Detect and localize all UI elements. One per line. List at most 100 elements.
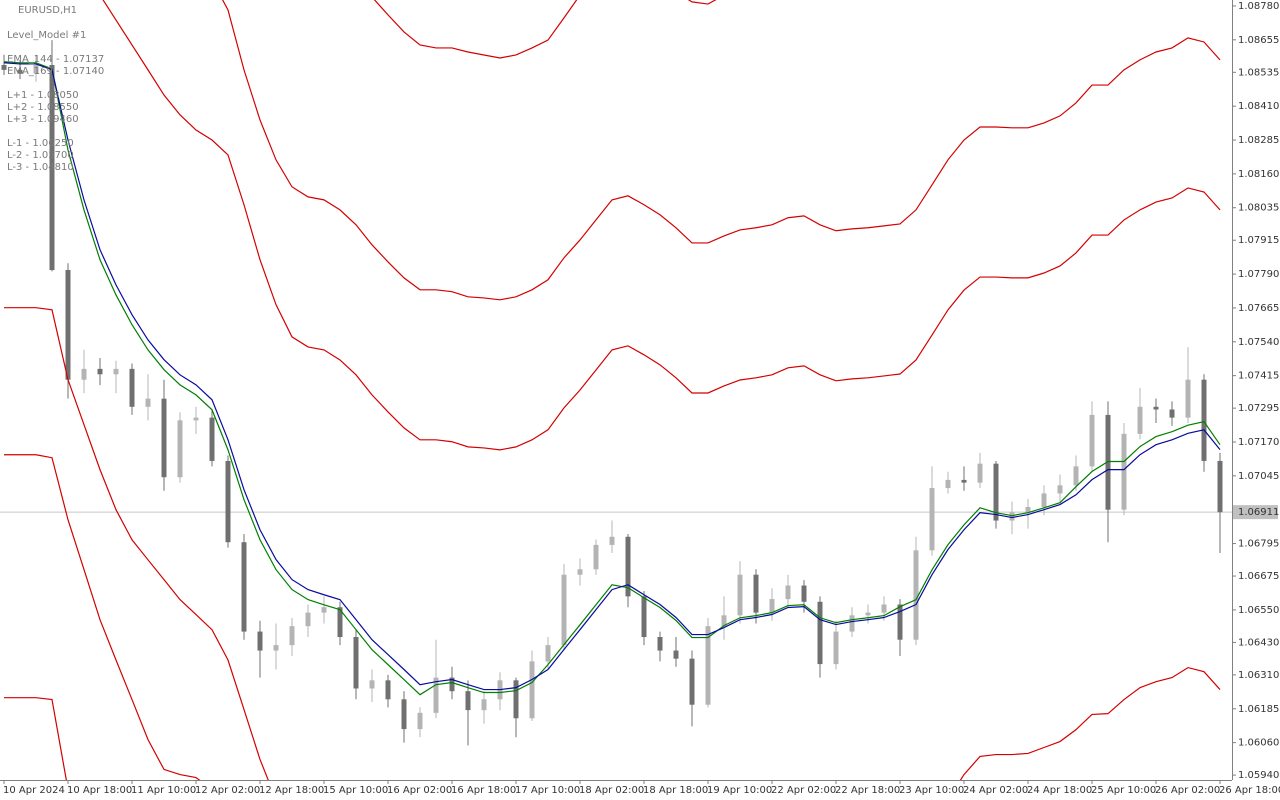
candle-body	[273, 645, 279, 651]
y-tick-label: 1.07540	[1238, 337, 1279, 348]
candle-body	[721, 615, 727, 627]
candle-body	[673, 650, 679, 659]
y-tick-label: 1.06795	[1238, 539, 1279, 550]
candle-body	[241, 542, 247, 632]
candle-body	[33, 65, 39, 74]
candle-body	[593, 544, 599, 570]
x-tick-label: 23 Apr 10:00	[899, 785, 964, 796]
x-tick-label: 15 Apr 10:00	[323, 785, 388, 796]
y-tick-label: 1.08655	[1238, 35, 1279, 46]
x-tick-label: 24 Apr 18:00	[1027, 785, 1092, 796]
indicator-line	[4, 307, 1221, 780]
x-tick-label: 11 Apr 10:00	[131, 785, 196, 796]
candle-body	[289, 626, 295, 646]
candle-body	[97, 368, 103, 375]
last-price-box	[1233, 505, 1278, 520]
candle-body	[129, 368, 135, 407]
candle-body	[465, 691, 471, 711]
candle-body	[513, 680, 519, 719]
candle-body	[737, 574, 743, 616]
y-tick-label: 1.07665	[1238, 303, 1279, 314]
candle-body	[609, 536, 615, 545]
candle-body	[1089, 414, 1095, 467]
candle-body	[977, 463, 983, 483]
candle-body	[337, 607, 343, 637]
y-tick-label: 1.08535	[1238, 67, 1279, 78]
candle-body	[1153, 406, 1159, 410]
candle-body	[401, 699, 407, 730]
chart-title: EURUSD,H1	[18, 5, 77, 16]
candle-body	[913, 550, 919, 640]
y-tick-label: 1.06675	[1238, 571, 1279, 582]
candle-body	[1121, 433, 1127, 510]
candle-body	[305, 612, 311, 627]
y-tick-label: 1.08285	[1238, 135, 1279, 146]
candle-body	[1217, 460, 1223, 513]
y-tick-label: 1.06430	[1238, 637, 1279, 648]
candle-body	[993, 463, 999, 521]
annotation: L+2 - 1.08550	[7, 102, 79, 113]
candle-body	[433, 677, 439, 713]
candle-body	[881, 604, 887, 613]
x-tick-label: 24 Apr 02:00	[963, 785, 1028, 796]
y-tick-label: 1.06060	[1238, 738, 1279, 749]
y-tick-label: 1.06550	[1238, 605, 1279, 616]
x-tick-label: 12 Apr 18:00	[259, 785, 324, 796]
candle-body	[641, 596, 647, 637]
candle-body	[1, 65, 7, 70]
candle-body	[705, 626, 711, 705]
y-tick-label: 1.07915	[1238, 235, 1279, 246]
candle-body	[785, 585, 791, 600]
x-tick-label: 22 Apr 02:00	[771, 785, 836, 796]
annotation: L-2 - 1.05700	[7, 150, 74, 161]
y-tick-label: 1.08160	[1238, 169, 1279, 180]
y-tick-label: 1.07170	[1238, 437, 1279, 448]
candle-body	[657, 637, 663, 651]
candle-body	[961, 479, 967, 483]
candle-body	[385, 680, 391, 700]
candle-body	[1169, 409, 1175, 418]
y-tick-label: 1.06310	[1238, 670, 1279, 681]
candle-body	[161, 398, 167, 478]
indicator-line	[3, 62, 1221, 691]
candle-body	[449, 677, 455, 692]
candle-body	[897, 604, 903, 640]
indicator-line	[3, 61, 1221, 696]
candle-body	[1041, 493, 1047, 507]
indicator-line	[102, 0, 1221, 451]
candle-body	[529, 661, 535, 719]
annotation: L+1 - 1.08050	[7, 90, 79, 101]
candle-body	[849, 615, 855, 632]
annotation: L-3 - 1.04810	[7, 162, 74, 173]
indicator-line	[4, 454, 201, 780]
candle-body	[353, 637, 359, 689]
candle-body	[49, 65, 55, 271]
x-tick-label: 19 Apr 10:00	[707, 785, 772, 796]
candle-body	[1025, 507, 1031, 513]
candle-body	[321, 607, 327, 613]
candle-body	[225, 460, 231, 543]
y-tick-label: 1.06185	[1238, 704, 1279, 715]
candle-body	[1073, 466, 1079, 486]
candle-body	[1105, 414, 1111, 510]
candle-body	[1201, 379, 1207, 461]
candle-body	[257, 631, 263, 651]
candle-body	[193, 417, 199, 421]
last-price-label: 1.06911	[1238, 507, 1279, 518]
candle-body	[545, 645, 551, 662]
candle-body	[929, 488, 935, 551]
candle-body	[417, 712, 423, 730]
y-tick-label: 1.08035	[1238, 203, 1279, 214]
candle-body	[17, 69, 23, 74]
x-tick-label: 26 Apr 18:00	[1219, 785, 1280, 796]
candle-body	[769, 599, 775, 613]
y-tick-label: 1.07790	[1238, 269, 1279, 280]
annotation: L+3 - 1.09460	[7, 114, 79, 125]
x-tick-label: 10 Apr 18:00	[67, 785, 132, 796]
annotation: EMA_144 - 1.07137	[7, 54, 104, 65]
candle-body	[817, 601, 823, 665]
candle-body	[1057, 485, 1063, 494]
x-tick-label: 18 Apr 18:00	[643, 785, 708, 796]
